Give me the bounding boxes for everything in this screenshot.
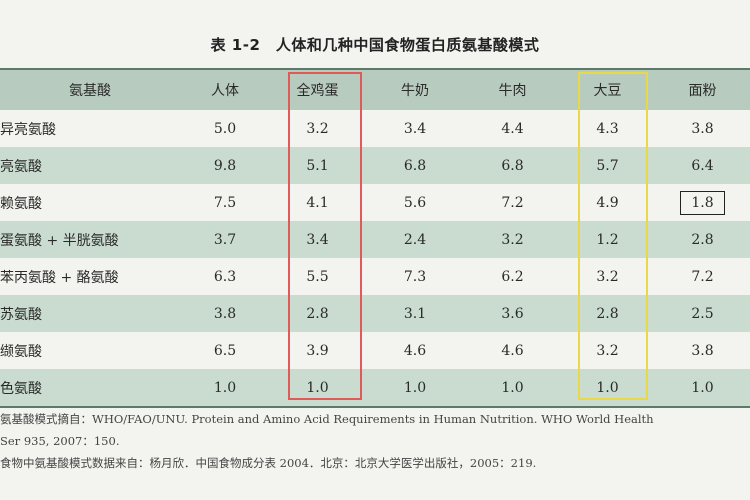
value-beef: 3.2 xyxy=(501,231,524,248)
amino-acid-name: 亮氨酸 xyxy=(0,158,42,175)
header-amino-acid: 氨基酸 xyxy=(69,83,111,99)
value-flour: 1.0 xyxy=(691,379,714,396)
value-beef: 4.4 xyxy=(501,120,524,137)
value-whole-egg: 3.2 xyxy=(306,120,329,137)
value-beef: 1.0 xyxy=(501,379,524,396)
value-flour: 3.8 xyxy=(691,120,714,137)
limiting-value-box: 1.8 xyxy=(680,190,725,215)
value-milk: 5.6 xyxy=(403,194,427,211)
value-whole-egg: 2.8 xyxy=(306,305,329,322)
note-line: 食物中氨基酸模式数据来自：杨月欣．中国食物成分表 2004．北京：北京大学医学出… xyxy=(0,456,537,470)
value-soybean: 3.2 xyxy=(596,268,619,285)
header-milk: 牛奶 xyxy=(401,83,429,99)
amino-acid-name: 赖氨酸 xyxy=(0,195,42,212)
header-human: 人体 xyxy=(211,83,239,99)
value-milk: 3.4 xyxy=(403,120,427,137)
value-human: 9.8 xyxy=(213,157,237,174)
value-flour: 7.2 xyxy=(691,268,714,285)
amino-acid-name: 苯丙氨酸 + 酪氨酸 xyxy=(0,269,119,286)
header-soybean: 大豆 xyxy=(593,83,622,99)
value-soybean: 5.7 xyxy=(596,157,619,174)
value-milk: 1.0 xyxy=(403,379,427,396)
value-soybean: 2.8 xyxy=(596,305,619,322)
note-line: 氨基酸模式摘自：WHO/FAO/UNU. Protein and Amino A… xyxy=(0,412,654,426)
value-beef: 6.8 xyxy=(501,157,524,174)
value-beef: 6.2 xyxy=(501,268,524,285)
value-milk: 7.3 xyxy=(403,268,427,285)
value-milk: 6.8 xyxy=(403,157,427,174)
value-flour: 6.4 xyxy=(691,157,714,174)
value-soybean: 3.2 xyxy=(596,342,619,359)
value-beef: 4.6 xyxy=(501,342,524,359)
table-row: 色氨酸 1.0 1.0 1.0 1.0 1.0 1.0 xyxy=(0,369,750,408)
value-human: 3.7 xyxy=(213,231,237,248)
value-soybean: 4.9 xyxy=(596,194,619,211)
table-row: 异亮氨酸 5.0 3.2 3.4 4.4 4.3 3.8 xyxy=(0,110,750,147)
value-human: 7.5 xyxy=(213,194,237,211)
header-beef: 牛肉 xyxy=(498,83,527,99)
value-human: 5.0 xyxy=(213,120,237,137)
value-milk: 4.6 xyxy=(403,342,427,359)
value-flour: 3.8 xyxy=(691,342,714,359)
header-flour: 面粉 xyxy=(688,83,717,99)
value-soybean: 4.3 xyxy=(596,120,619,137)
value-human: 1.0 xyxy=(213,379,237,396)
value-whole-egg: 5.5 xyxy=(306,268,329,285)
value-flour-boxed: 1.8 xyxy=(655,190,750,215)
header-whole-egg: 全鸡蛋 xyxy=(296,83,339,99)
value-whole-egg: 4.1 xyxy=(306,194,329,211)
value-flour: 2.8 xyxy=(691,231,714,248)
table-row: 苯丙氨酸 + 酪氨酸 6.3 5.5 7.3 6.2 3.2 7.2 xyxy=(0,258,750,295)
amino-acid-name: 苏氨酸 xyxy=(0,306,42,323)
source-notes: 氨基酸模式摘自：WHO/FAO/UNU. Protein and Amino A… xyxy=(0,408,750,474)
value-human: 6.3 xyxy=(213,268,237,285)
amino-acid-table: 氨基酸 人体 全鸡蛋 牛奶 牛肉 大豆 面粉 异亮氨酸 5.0 3.2 3.4 … xyxy=(0,68,750,408)
value-flour: 2.5 xyxy=(691,305,714,322)
value-soybean: 1.2 xyxy=(596,231,619,248)
table-header-row: 氨基酸 人体 全鸡蛋 牛奶 牛肉 大豆 面粉 xyxy=(0,68,750,110)
value-whole-egg: 3.4 xyxy=(306,231,329,248)
amino-acid-name: 蛋氨酸 + 半胱氨酸 xyxy=(0,232,119,249)
value-whole-egg: 3.9 xyxy=(306,342,329,359)
value-beef: 3.6 xyxy=(501,305,524,322)
table-row: 苏氨酸 3.8 2.8 3.1 3.6 2.8 2.5 xyxy=(0,295,750,332)
value-beef: 7.2 xyxy=(501,194,524,211)
table-title: 表 1-2 人体和几种中国食物蛋白质氨基酸模式 xyxy=(210,36,540,54)
table-row: 蛋氨酸 + 半胱氨酸 3.7 3.4 2.4 3.2 1.2 2.8 xyxy=(0,221,750,258)
value-milk: 2.4 xyxy=(403,231,427,248)
value-whole-egg: 1.0 xyxy=(306,379,329,396)
table-row: 亮氨酸 9.8 5.1 6.8 6.8 5.7 6.4 xyxy=(0,147,750,184)
table-row: 缬氨酸 6.5 3.9 4.6 4.6 3.2 3.8 xyxy=(0,332,750,369)
amino-acid-name: 缬氨酸 xyxy=(0,343,42,360)
note-line: Ser 935, 2007：150. xyxy=(0,434,120,448)
value-whole-egg: 5.1 xyxy=(306,157,329,174)
value-human: 3.8 xyxy=(213,305,237,322)
amino-acid-name: 异亮氨酸 xyxy=(0,121,56,138)
value-soybean: 1.0 xyxy=(596,379,619,396)
amino-acid-name: 色氨酸 xyxy=(0,380,42,397)
value-human: 6.5 xyxy=(213,342,237,359)
value-milk: 3.1 xyxy=(403,305,427,322)
table-row: 赖氨酸 7.5 4.1 5.6 7.2 4.9 1.8 xyxy=(0,184,750,221)
